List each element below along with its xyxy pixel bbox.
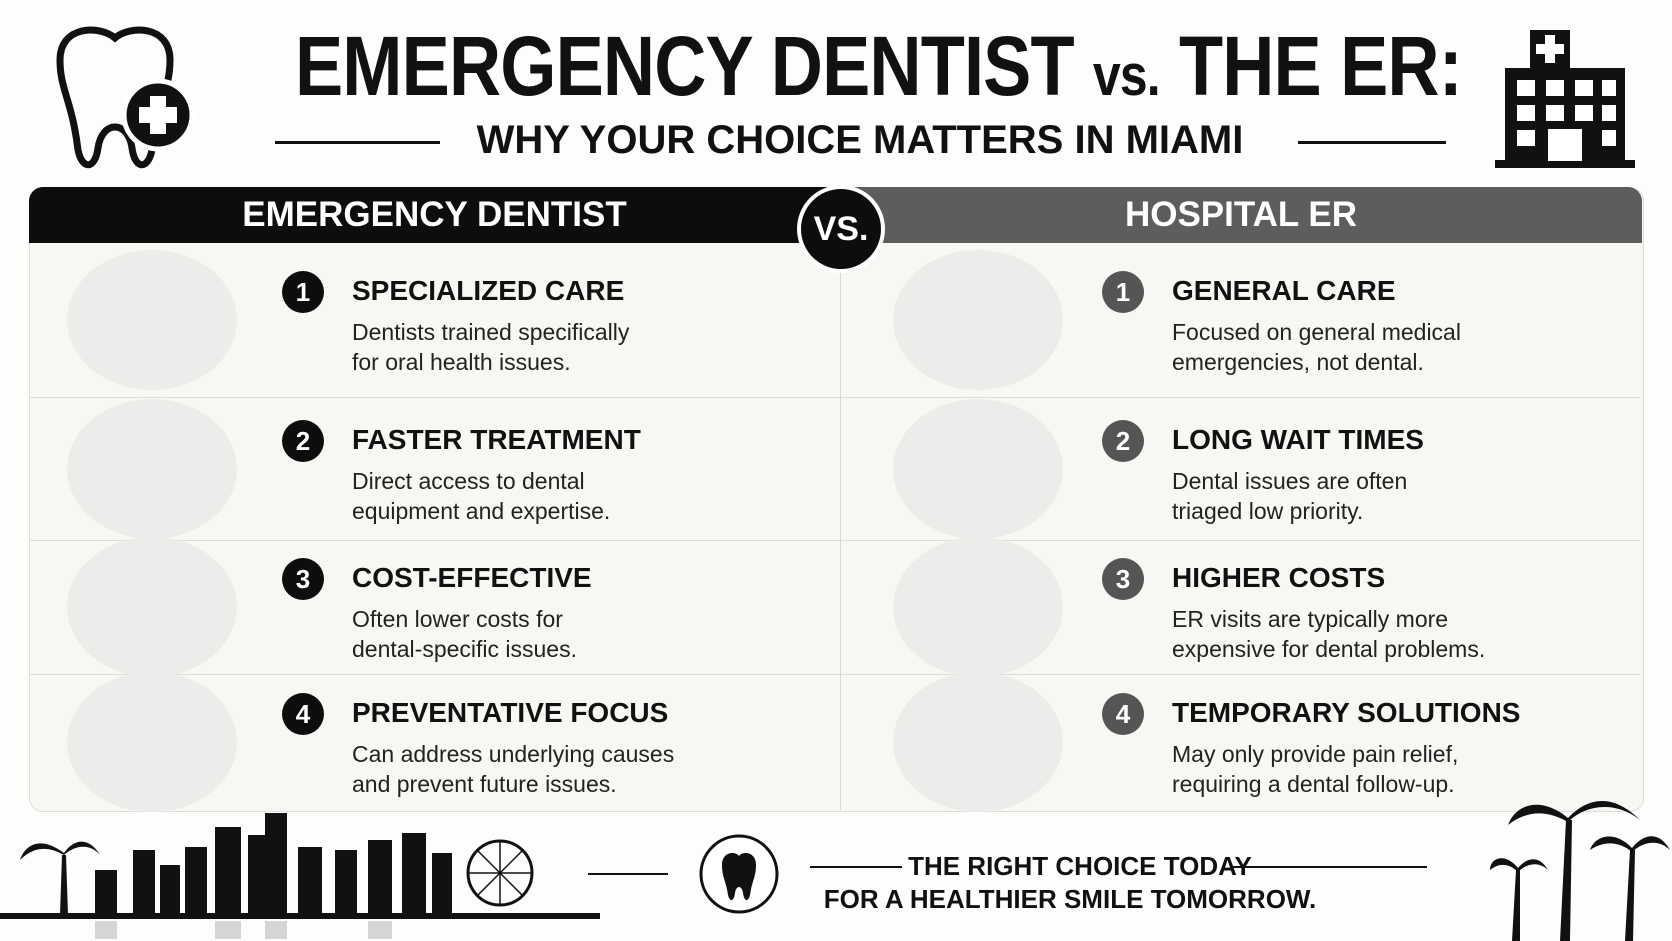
rule xyxy=(275,141,440,144)
item-number: 3 xyxy=(282,558,324,600)
title-main: EMERGENCY DENTIST xyxy=(294,19,1075,113)
item-text: Dentists trained specifically xyxy=(352,319,630,345)
item-text: for oral health issues. xyxy=(352,349,571,375)
item-heading: SPECIALIZED CARE xyxy=(352,275,625,306)
row-divider xyxy=(30,674,840,675)
item-number: 3 xyxy=(1102,558,1144,600)
item-heading: COST-EFFECTIVE xyxy=(352,562,592,593)
row-divider xyxy=(30,397,840,398)
item-number: 2 xyxy=(1102,419,1144,462)
item-text: triaged low priority. xyxy=(1172,497,1364,524)
item-heading: TEMPORARY SOLUTIONS xyxy=(1172,697,1521,728)
icon-circle xyxy=(893,537,1063,677)
rule xyxy=(1298,141,1446,144)
item-heading: PREVENTATIVE FOCUS xyxy=(352,697,669,728)
vs-badge: VS. xyxy=(797,185,885,273)
row-divider xyxy=(30,540,840,541)
column-divider xyxy=(840,243,841,810)
item-heading: LONG WAIT TIMES xyxy=(1172,423,1424,455)
icon-circle xyxy=(67,672,237,812)
item-text: and prevent future issues. xyxy=(352,771,617,797)
item-text: ER visits are typically more xyxy=(1172,606,1449,632)
item-text: Focused on general medical xyxy=(1172,319,1461,345)
row-divider xyxy=(841,540,1641,541)
item-number: 1 xyxy=(282,271,324,313)
icon-circle xyxy=(67,398,237,539)
hospital-icon xyxy=(1495,30,1635,168)
title-vs: vs. xyxy=(1092,43,1161,108)
footer-tooth-icon xyxy=(699,834,779,914)
left-column-title: EMERGENCY DENTIST xyxy=(29,187,840,243)
footer-line-2: FOR A HEALTHIER SMILE TOMORROW. xyxy=(823,884,1317,914)
item-text: emergencies, not dental. xyxy=(1172,349,1424,375)
item-text: May only provide pain relief, xyxy=(1172,741,1459,767)
item-heading: GENERAL CARE xyxy=(1172,275,1396,306)
item-text: Often lower costs for xyxy=(352,606,563,632)
row-divider xyxy=(841,674,1641,675)
title: EMERGENCY DENTIST vs. THE ER: xyxy=(200,18,1520,115)
item-text: Dental issues are often xyxy=(1172,467,1408,494)
icon-circle xyxy=(893,250,1063,390)
item-text: equipment and expertise. xyxy=(352,497,611,524)
title-end: THE ER: xyxy=(1178,19,1463,113)
icon-circle xyxy=(893,672,1063,812)
palm-trees xyxy=(1490,800,1670,941)
item-heading: HIGHER COSTS xyxy=(1172,562,1386,593)
row-divider xyxy=(841,397,1641,398)
tooth-plus-icon xyxy=(56,26,195,169)
skyline-illustration xyxy=(0,813,600,939)
subtitle: WHY YOUR CHOICE MATTERS IN MIAMI xyxy=(476,118,1244,162)
icon-circle xyxy=(67,537,237,677)
rule xyxy=(1232,866,1427,868)
rule xyxy=(810,866,902,868)
item-number: 4 xyxy=(1102,693,1144,735)
item-number: 4 xyxy=(282,693,324,735)
icon-circle xyxy=(67,250,237,390)
right-column-title: HOSPITAL ER xyxy=(840,187,1642,243)
rule xyxy=(588,873,668,875)
item-text: dental-specific issues. xyxy=(352,636,577,662)
item-text: requiring a dental follow-up. xyxy=(1172,771,1455,797)
item-text: Can address underlying causes xyxy=(352,741,675,767)
icon-circle xyxy=(893,398,1063,539)
item-number: 2 xyxy=(282,419,324,462)
item-number: 1 xyxy=(1102,271,1144,313)
item-text: Direct access to dental xyxy=(352,467,585,494)
footer-line-1: THE RIGHT CHOICE TODAY xyxy=(908,851,1252,881)
item-heading: FASTER TREATMENT xyxy=(352,423,641,455)
item-text: expensive for dental problems. xyxy=(1172,636,1486,662)
